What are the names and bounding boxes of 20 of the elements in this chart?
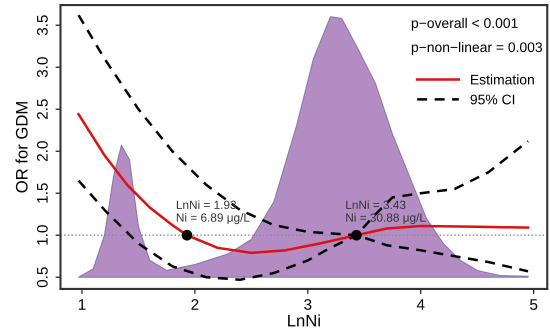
legend-label: Estimation: [471, 74, 534, 85]
y-tick-label: 0.5: [36, 267, 48, 288]
y-tick-label: 2.5: [36, 99, 48, 120]
x-tick-label: 2: [191, 299, 198, 310]
x-tick-label: 1: [78, 299, 86, 310]
y-axis-title: OR for GDM: [15, 102, 28, 193]
y-tick-label: 2.0: [36, 141, 48, 162]
y-tick-label: 1.0: [36, 225, 48, 245]
x-tick-label: 5: [530, 299, 538, 310]
annotation: LnNi = 3.43 Ni = 30.88 μg/L: [346, 200, 426, 224]
x-tick-label: 3: [304, 299, 312, 310]
legend-label: 95% CI: [470, 94, 514, 104]
y-tick-label: 3.5: [36, 15, 48, 36]
x-tick-label: 4: [416, 299, 425, 310]
y-tick-label: 3.0: [36, 57, 48, 78]
annotation: p−non−linear = 0.003: [412, 42, 542, 55]
y-tick-label: 1.5: [37, 183, 48, 203]
line-series: [77, 112, 530, 254]
x-axis-title: LnNi: [288, 314, 320, 326]
annotation: p−overall < 0.001: [412, 18, 518, 31]
